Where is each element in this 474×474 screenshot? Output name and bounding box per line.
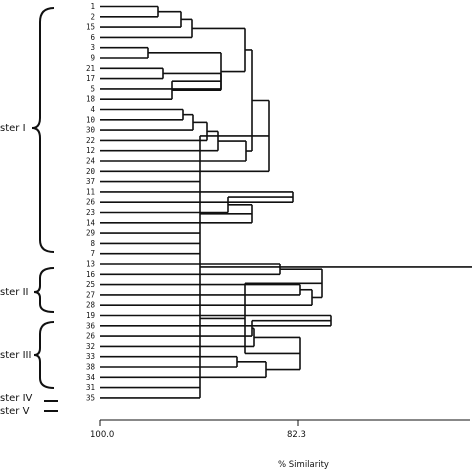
leaf-label: 27 <box>86 290 95 299</box>
leaf-label: 12 <box>86 146 95 155</box>
leaf-label: 3 <box>90 43 95 52</box>
cluster-label-3: ster III <box>0 350 31 361</box>
leaf-label: 13 <box>86 260 95 269</box>
leaf-label: 22 <box>86 136 95 145</box>
leaf-label: 32 <box>86 342 95 351</box>
cluster-bracket-3 <box>33 321 55 389</box>
leaf-label: 18 <box>86 95 96 104</box>
x-tick-label-left: 100.0 <box>90 430 114 440</box>
leaf-label: 35 <box>86 393 95 402</box>
dendrogram-branches <box>100 5 472 399</box>
leaf-label: 23 <box>86 208 95 217</box>
cluster-label-4: ster IV <box>0 393 33 404</box>
leaf-labels: 1215639211751841030221224203711262314298… <box>86 2 96 402</box>
leaf-label: 26 <box>86 332 96 341</box>
leaf-label: 7 <box>90 249 95 258</box>
leaf-label: 17 <box>86 74 95 83</box>
leaf-label: 34 <box>86 373 96 382</box>
leaf-label: 19 <box>86 311 95 320</box>
leaf-label: 9 <box>90 54 95 63</box>
leaf-label: 38 <box>86 363 96 372</box>
leaf-label: 14 <box>86 218 96 227</box>
leaf-label: 28 <box>86 301 96 310</box>
leaf-label: 11 <box>86 187 95 196</box>
leaf-label: 29 <box>86 229 95 238</box>
leaf-label: 20 <box>86 167 96 176</box>
leaf-label: 25 <box>86 280 95 289</box>
x-axis-title: % Similarity <box>278 460 329 470</box>
leaf-label: 5 <box>90 84 95 93</box>
leaf-label: 10 <box>86 115 96 124</box>
leaf-label: 37 <box>86 177 95 186</box>
leaf-label: 26 <box>86 198 96 207</box>
leaf-label: 33 <box>86 352 95 361</box>
leaf-label: 24 <box>86 157 96 166</box>
leaf-label: 1 <box>90 2 95 11</box>
leaf-label: 2 <box>90 12 95 21</box>
cluster-label-5: ster V <box>0 406 30 417</box>
leaf-label: 31 <box>86 383 95 392</box>
leaf-label: 8 <box>90 239 95 248</box>
cluster-bracket-1 <box>31 7 55 253</box>
cluster-bracket-2 <box>33 267 55 313</box>
cluster-label-1: ster I <box>0 123 26 134</box>
leaf-label: 15 <box>86 23 95 32</box>
leaf-label: 16 <box>86 270 96 279</box>
leaf-label: 21 <box>86 64 95 73</box>
leaf-label: 36 <box>86 321 96 330</box>
cluster-label-2: ster II <box>0 287 28 298</box>
leaf-label: 30 <box>86 126 96 135</box>
leaf-label: 4 <box>90 105 95 114</box>
x-tick-label-mid: 82.3 <box>287 430 306 440</box>
leaf-label: 6 <box>90 33 95 42</box>
